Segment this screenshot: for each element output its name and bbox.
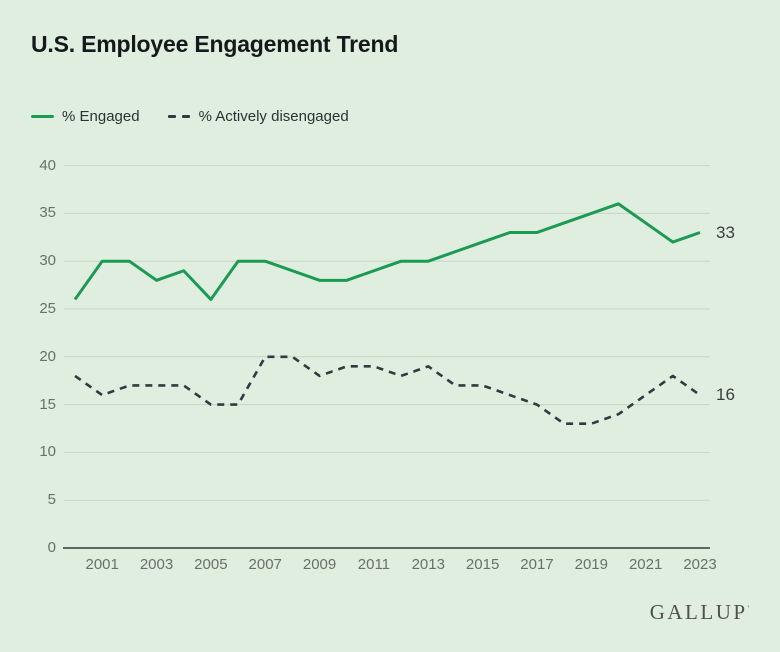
chart-title: U.S. Employee Engagement Trend	[31, 31, 399, 57]
trademark-mark: '	[747, 604, 749, 613]
x-tick-label-2007: 2007	[248, 556, 282, 573]
engaged-line-swatch	[31, 114, 54, 119]
disengaged-line	[74, 355, 701, 426]
x-tick-label-2013: 2013	[411, 556, 445, 573]
x-tick-label-2023: 2023	[683, 556, 717, 573]
gallup-logo: GALLUP'	[650, 600, 749, 625]
x-tick-label-2005: 2005	[194, 556, 228, 573]
disengaged-line-swatch	[167, 114, 191, 119]
y-tick-label-15: 15	[39, 395, 56, 413]
y-tick-label-35: 35	[39, 204, 56, 222]
y-tick-label-5: 5	[47, 491, 56, 509]
x-tick-label-2015: 2015	[465, 556, 500, 573]
x-tick-label-2011: 2011	[357, 556, 391, 573]
gallup-logo-text: GALLUP	[649, 600, 748, 624]
legend-label-disengaged: % Actively disengaged	[198, 108, 349, 125]
x-tick-label-2017: 2017	[520, 556, 554, 573]
x-tick-label-2003: 2003	[139, 556, 174, 573]
y-tick-label-10: 10	[39, 443, 56, 461]
legend-label-engaged: % Engaged	[62, 108, 140, 125]
x-tick-label-2021: 2021	[628, 556, 663, 573]
engaged-end-value: 33	[716, 222, 735, 242]
engaged-line	[73, 202, 701, 301]
y-tick-label-0: 0	[47, 539, 56, 556]
x-tick-label-2019: 2019	[574, 556, 608, 573]
disengaged-end-value: 16	[716, 385, 735, 405]
legend: % Engaged % Actively disengaged	[31, 108, 349, 125]
y-tick-label-20: 20	[39, 347, 56, 365]
y-tick-label-30: 30	[39, 252, 56, 270]
y-tick-label-40: 40	[39, 156, 56, 174]
x-tick-label-2009: 2009	[302, 556, 337, 573]
x-tick-label-2001: 2001	[85, 556, 119, 573]
y-tick-label-25: 25	[39, 300, 56, 317]
